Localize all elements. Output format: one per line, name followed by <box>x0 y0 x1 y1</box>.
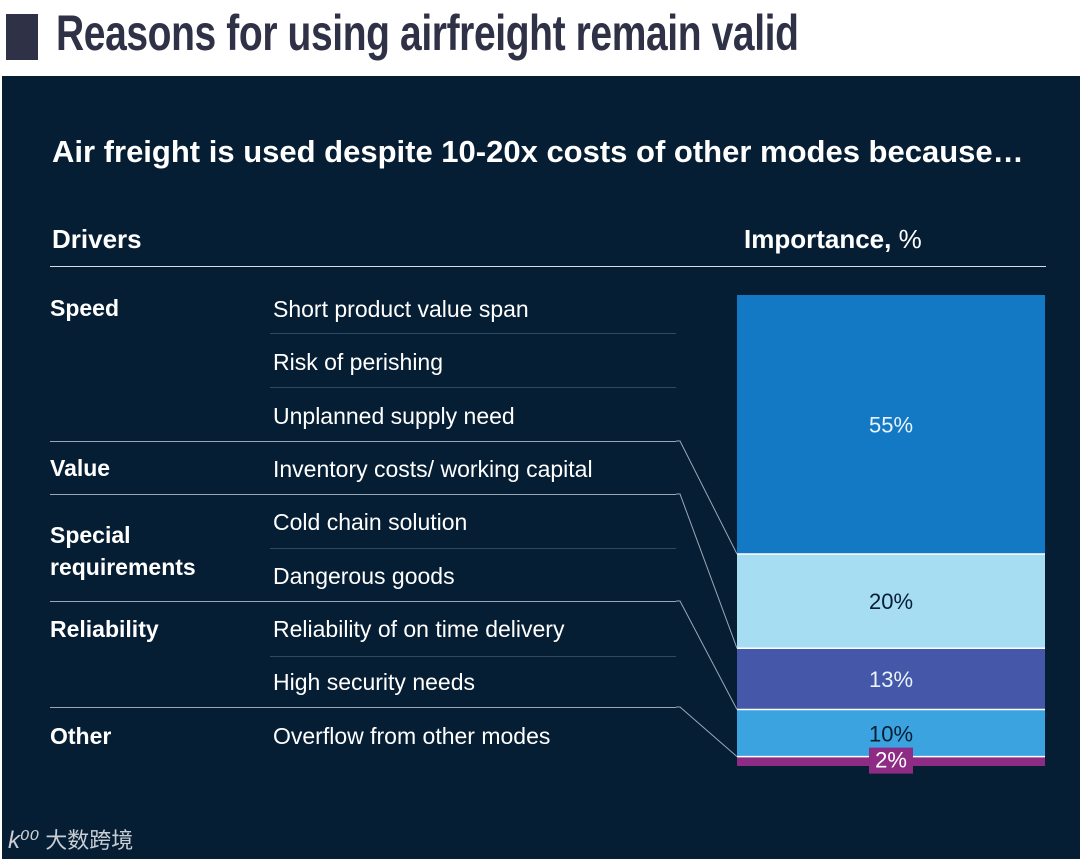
group-separator <box>50 601 676 602</box>
header-rule <box>50 266 1046 267</box>
category-special-requirements: Special requirements <box>50 522 196 580</box>
driver-risk-of-perishing: Risk of perishing <box>273 349 444 375</box>
category-other: Other <box>50 723 112 749</box>
driver-unplanned-supply-need: Unplanned supply need <box>273 403 515 429</box>
segment-label-reliability: 10% <box>869 722 913 747</box>
group-separator <box>50 494 676 495</box>
title-square-icon <box>6 14 38 60</box>
category-reliability: Reliability <box>50 616 159 642</box>
driver-overflow: Overflow from other modes <box>273 723 551 749</box>
segment-label-special-requirements: 13% <box>869 667 913 692</box>
driver-inventory-costs: Inventory costs/ working capital <box>273 456 593 482</box>
watermark-text: 大数跨境 <box>45 828 134 853</box>
title-bar: Reasons for using airfreight remain vali… <box>0 0 1080 76</box>
driver-high-security: High security needs <box>273 669 475 695</box>
segment-label-value: 20% <box>869 589 913 614</box>
driver-short-product-value-span: Short product value span <box>273 296 529 322</box>
bar-segment-value <box>737 554 1045 649</box>
category-value: Value <box>50 455 111 481</box>
row-separator <box>270 548 676 549</box>
headline: Air freight is used despite 10-20x costs… <box>52 134 1024 169</box>
connector-line <box>676 440 738 555</box>
driver-reliability-on-time: Reliability of on time delivery <box>273 616 565 642</box>
watermark-logo: k⁰⁰ 大数跨境 <box>8 823 133 855</box>
row-separator <box>270 656 676 657</box>
driver-cold-chain-solution: Cold chain solution <box>273 509 468 535</box>
connector-line <box>676 600 738 710</box>
importance-header-label: Importance, <box>744 224 892 254</box>
bar-segment-speed <box>737 295 1045 555</box>
row-separator <box>270 387 676 388</box>
driver-dangerous-goods: Dangerous goods <box>273 563 455 589</box>
group-separator <box>50 707 676 708</box>
page-title: Reasons for using airfreight remain vali… <box>56 5 799 61</box>
group-separator <box>50 441 676 442</box>
importance-header-unit: % <box>898 224 922 254</box>
row-separator <box>270 333 676 334</box>
connector-line <box>676 493 738 649</box>
small-segment-label-bg <box>869 747 913 774</box>
bar-segment-special-requirements <box>737 648 1045 710</box>
segment-label-speed: 55% <box>869 413 913 438</box>
importance-column-header: Importance, % <box>744 224 922 255</box>
watermark-mark: k⁰⁰ <box>8 827 40 854</box>
segment-label-other: 2% <box>875 748 907 773</box>
connector-line <box>676 706 738 757</box>
category-speed: Speed <box>50 295 120 321</box>
drivers-column-header: Drivers <box>52 224 142 254</box>
